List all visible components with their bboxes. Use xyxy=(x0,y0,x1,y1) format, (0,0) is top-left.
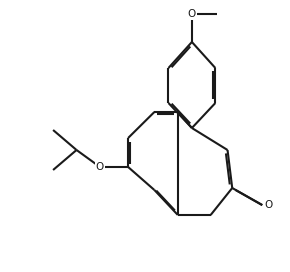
Text: O: O xyxy=(264,200,273,210)
Text: O: O xyxy=(188,9,196,19)
Text: O: O xyxy=(96,162,104,172)
